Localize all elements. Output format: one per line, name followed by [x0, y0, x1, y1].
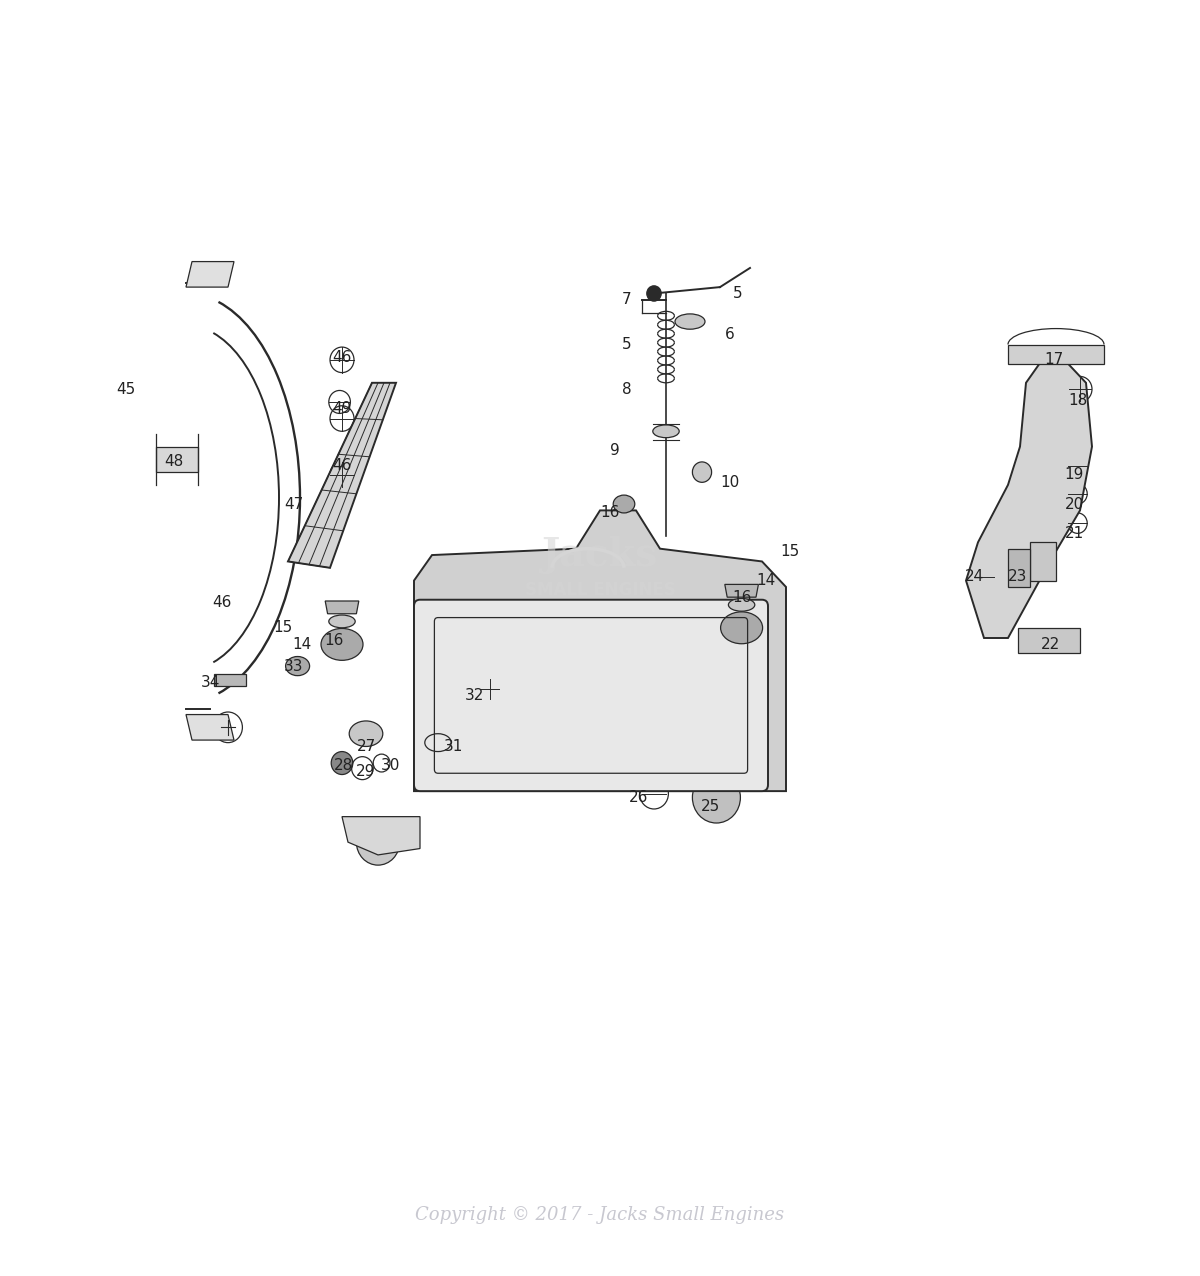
Ellipse shape — [692, 462, 712, 482]
Polygon shape — [342, 817, 420, 855]
Text: Copyright © 2017 - Jacks Small Engines: Copyright © 2017 - Jacks Small Engines — [415, 1206, 785, 1224]
Text: 48: 48 — [164, 454, 184, 470]
Polygon shape — [186, 715, 234, 740]
Text: 9: 9 — [610, 443, 619, 458]
Circle shape — [702, 689, 762, 753]
Text: 17: 17 — [1044, 352, 1063, 367]
Polygon shape — [966, 357, 1092, 638]
Circle shape — [331, 752, 353, 775]
Text: 34: 34 — [200, 675, 220, 690]
Text: 22: 22 — [1040, 637, 1060, 652]
Ellipse shape — [349, 721, 383, 746]
Text: 19: 19 — [1064, 467, 1084, 482]
Polygon shape — [156, 447, 198, 472]
Polygon shape — [186, 262, 234, 287]
Ellipse shape — [728, 598, 755, 611]
Ellipse shape — [613, 495, 635, 513]
Circle shape — [438, 689, 498, 753]
Text: 46: 46 — [332, 350, 352, 365]
Polygon shape — [288, 383, 396, 568]
Text: 5: 5 — [733, 286, 743, 301]
Text: 32: 32 — [464, 688, 484, 703]
Polygon shape — [414, 510, 786, 791]
Polygon shape — [1018, 628, 1080, 653]
Polygon shape — [214, 674, 246, 686]
Text: 25: 25 — [701, 799, 720, 814]
Text: 26: 26 — [629, 790, 648, 805]
Polygon shape — [725, 584, 758, 597]
Polygon shape — [1008, 345, 1104, 364]
Circle shape — [700, 667, 752, 723]
Text: 21: 21 — [1064, 526, 1084, 541]
Text: 20: 20 — [1064, 496, 1084, 512]
Text: 15: 15 — [780, 544, 799, 559]
Ellipse shape — [674, 314, 706, 329]
Text: 14: 14 — [756, 573, 775, 588]
Text: 18: 18 — [1068, 393, 1087, 408]
Circle shape — [692, 772, 740, 823]
Text: 6: 6 — [725, 327, 734, 342]
Text: 16: 16 — [732, 590, 751, 605]
Text: 31: 31 — [444, 739, 463, 754]
Text: 8: 8 — [622, 382, 631, 397]
Circle shape — [647, 286, 661, 301]
Text: 23: 23 — [1008, 569, 1027, 584]
Ellipse shape — [653, 425, 679, 438]
Text: Jacks: Jacks — [542, 536, 658, 574]
Text: 15: 15 — [274, 620, 293, 635]
Polygon shape — [1030, 542, 1056, 581]
Text: SMALL ENGINES: SMALL ENGINES — [524, 581, 676, 598]
Ellipse shape — [320, 628, 362, 661]
Text: 5: 5 — [622, 337, 631, 352]
Text: 16: 16 — [324, 633, 343, 648]
Text: 14: 14 — [293, 637, 312, 652]
Polygon shape — [325, 601, 359, 614]
Text: 24: 24 — [965, 569, 984, 584]
Text: 46: 46 — [332, 458, 352, 473]
Text: 30: 30 — [380, 758, 400, 773]
Text: 16: 16 — [600, 505, 619, 521]
Text: 45: 45 — [116, 382, 136, 397]
Text: 29: 29 — [356, 764, 376, 780]
Ellipse shape — [329, 615, 355, 628]
Ellipse shape — [720, 612, 763, 644]
Text: 46: 46 — [212, 595, 232, 610]
FancyBboxPatch shape — [414, 600, 768, 791]
Polygon shape — [1008, 549, 1030, 587]
Text: 27: 27 — [356, 739, 376, 754]
Text: 7: 7 — [622, 292, 631, 308]
Text: 47: 47 — [284, 496, 304, 512]
Ellipse shape — [286, 656, 310, 676]
Text: 28: 28 — [334, 758, 353, 773]
Text: 10: 10 — [720, 475, 739, 490]
Circle shape — [356, 819, 400, 865]
Text: 33: 33 — [284, 658, 304, 674]
Text: 49: 49 — [332, 401, 352, 416]
